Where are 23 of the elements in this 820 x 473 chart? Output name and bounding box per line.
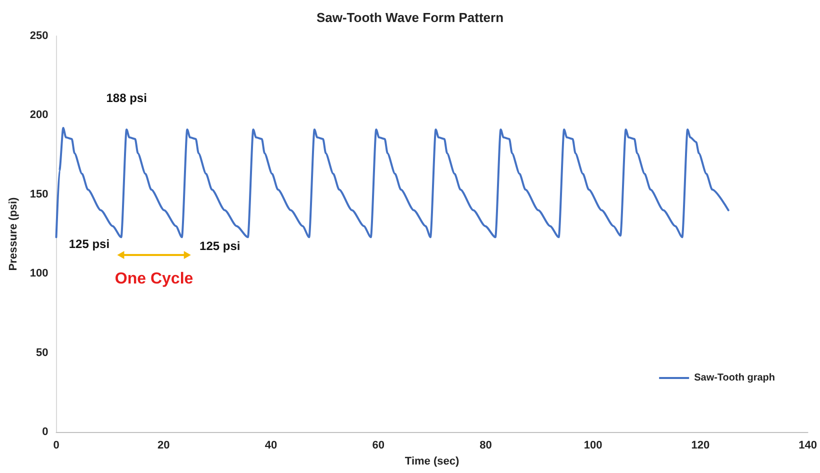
x-axis-title: Time (sec) [404,455,460,468]
line-series [55,126,730,238]
x-tick-label: 80 [480,440,492,452]
y-tick-label: 100 [30,268,48,280]
y-tick-label: 250 [30,30,48,42]
x-tick-label: 0 [53,440,60,452]
y-tick-label: 0 [42,426,48,438]
y-tick-label: 150 [30,188,48,200]
chart-title: Saw-Tooth Wave Form Pattern [316,10,504,25]
x-tick-label: 140 [798,440,818,452]
y-tick-label: 50 [36,346,48,359]
legend-label: Saw-Tooth graph [694,372,776,384]
y-tick-label: 200 [30,109,48,122]
annotation: 188 psi [106,91,147,106]
x-tick-label: 100 [584,440,602,452]
x-tick-label: 40 [264,440,278,452]
annotation: 125 psi [200,239,240,253]
x-tick-label: 60 [372,440,384,452]
x-tick-label: 20 [157,440,170,452]
x-tick-label: 120 [691,440,710,452]
y-axis-title: Pressure (psi) [8,196,20,271]
annotation: 125 psi [68,237,110,251]
annotation: One Cycle [114,270,194,288]
